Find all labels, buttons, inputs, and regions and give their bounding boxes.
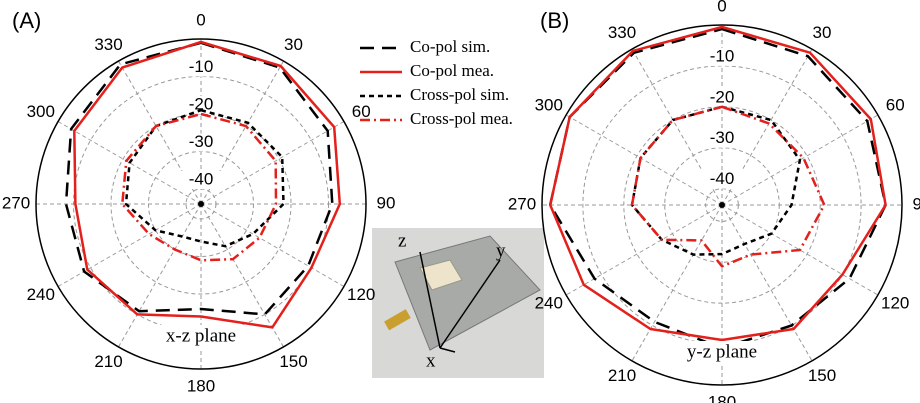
angle-tick-label: 300 (27, 102, 55, 121)
angle-tick-label: 0 (196, 10, 205, 29)
grid-spoke (201, 122, 344, 205)
angle-tick-label: 30 (813, 23, 832, 42)
inset-axis-label: z (398, 230, 406, 251)
center-dot (198, 201, 204, 207)
angle-tick-label: 120 (347, 285, 375, 304)
center-dot (719, 202, 725, 208)
radial-tick-label: -10 (710, 46, 735, 65)
angle-tick-label: 0 (717, 0, 726, 15)
angle-tick-label: 120 (881, 293, 909, 312)
angle-tick-label: 300 (535, 95, 563, 114)
legend-label: Co-pol sim. (410, 37, 490, 56)
radial-tick-label: -40 (710, 169, 735, 188)
legend-label: Cross-pol mea. (410, 109, 513, 128)
angle-tick-label: 90 (377, 193, 396, 212)
angle-tick-label: 180 (187, 376, 215, 395)
photo-inset: z y x (372, 228, 544, 378)
inset-axis-label: x (426, 350, 436, 371)
radial-tick-label: -30 (189, 132, 214, 151)
grid-spoke (566, 115, 722, 205)
angle-tick-label: 180 (708, 392, 736, 403)
radial-tick-label: -20 (710, 87, 735, 106)
inset-axis-label: y (496, 240, 506, 261)
radial-tick-label: -30 (710, 128, 735, 147)
legend-label: Co-pol mea. (410, 61, 494, 80)
angle-tick-label: 60 (886, 95, 905, 114)
grid-spoke (58, 204, 201, 287)
angle-tick-label: 240 (27, 285, 55, 304)
radial-tick-label: -10 (189, 57, 214, 76)
angle-tick-label: 210 (94, 352, 122, 371)
angle-tick-label: 270 (2, 193, 30, 212)
plane-label: x-z plane (166, 325, 236, 346)
angle-tick-label: 330 (608, 23, 636, 42)
plane-label: y-z plane (687, 341, 757, 362)
angle-tick-label: 240 (535, 293, 563, 312)
radial-tick-label: -40 (189, 169, 214, 188)
angle-tick-label: 30 (284, 35, 303, 54)
panel-label: (A) (12, 8, 41, 33)
angle-tick-label: 150 (279, 352, 307, 371)
angle-tick-label: 60 (352, 102, 371, 121)
polar-chart: 0 30 60 90 120 150 180 210 240 270 300 330 -40 -30 -20… (508, 0, 920, 403)
angle-tick-label: 210 (608, 366, 636, 385)
panel-label: (B) (540, 8, 569, 33)
angle-tick-label: 90 (913, 194, 920, 213)
angle-tick-label: 270 (508, 194, 536, 213)
legend-label: Cross-pol sim. (410, 85, 509, 104)
page: z y x 0306090120150180210240270300330-40… (0, 0, 920, 403)
angle-tick-label: 330 (94, 35, 122, 54)
angle-tick-label: 150 (808, 366, 836, 385)
figure: z y x 0306090120150180210240270300330-40… (0, 0, 920, 403)
